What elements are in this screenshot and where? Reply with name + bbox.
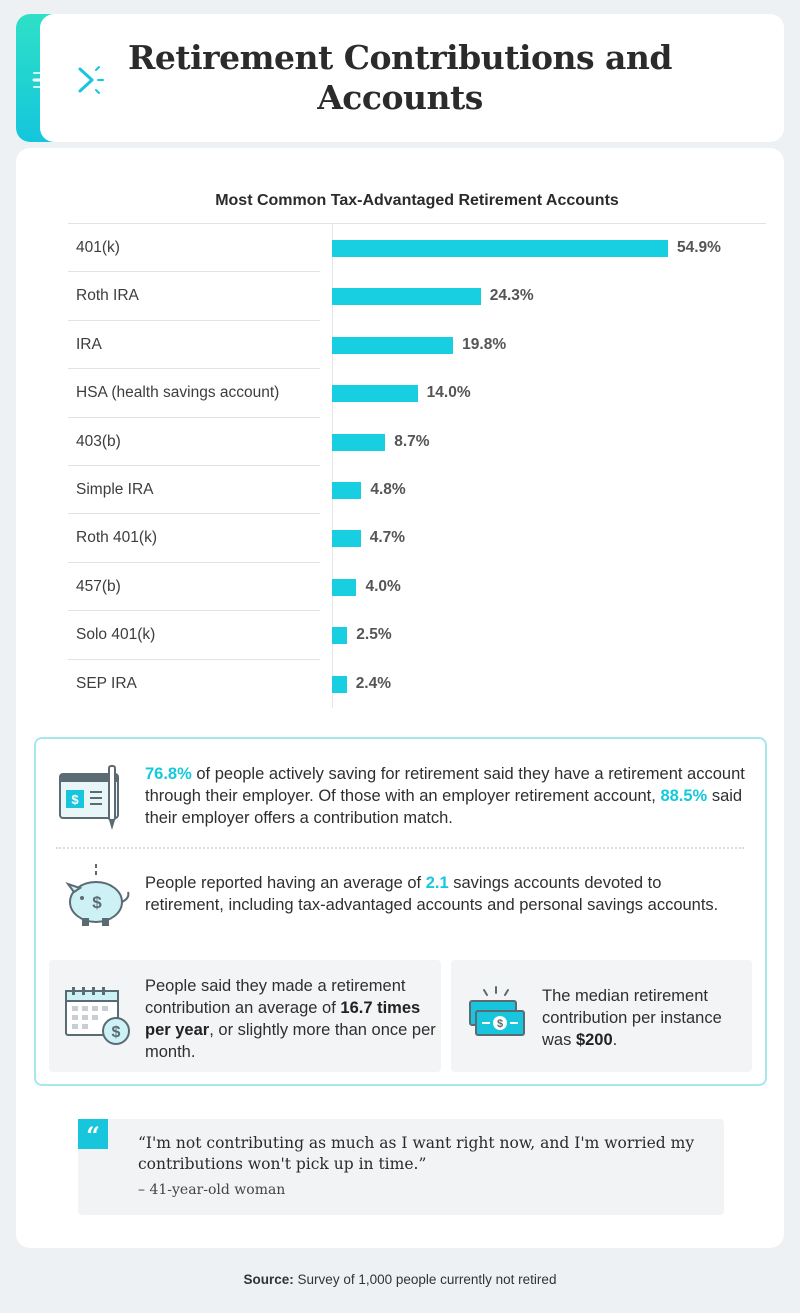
category-label: Roth IRA bbox=[76, 287, 139, 305]
fact-median-text2: . bbox=[612, 1031, 618, 1049]
fact-savings-text1: People reported having an average of bbox=[145, 874, 426, 892]
svg-text:$: $ bbox=[112, 1024, 121, 1041]
fact-median-value: $200 bbox=[575, 1031, 613, 1049]
row-divider bbox=[68, 464, 320, 466]
source-text: Survey of 1,000 people currently not ret… bbox=[293, 1272, 557, 1287]
quote-mark-icon: “ bbox=[78, 1119, 108, 1150]
row-divider bbox=[68, 271, 320, 273]
chart-row: Roth 401(k) 4.7% bbox=[68, 514, 766, 563]
chart-row: 457(b) 4.0% bbox=[68, 563, 766, 612]
row-divider bbox=[68, 319, 320, 321]
chart-row: 403(b) 8.7% bbox=[68, 418, 766, 466]
category-label: Simple IRA bbox=[76, 481, 154, 498]
category-label: Solo 401(k) bbox=[76, 626, 156, 644]
bar bbox=[332, 336, 454, 354]
page-title: Retirement Contributions and Accounts bbox=[127, 38, 673, 117]
quote-text: “I'm not contributing as much as I want … bbox=[138, 1134, 695, 1173]
row-divider bbox=[68, 610, 320, 612]
fact-frequency-text2: , or slightly more than once per month. bbox=[145, 1021, 436, 1061]
bar bbox=[332, 530, 361, 548]
fact-employer-text2: said their employer offers a contributio… bbox=[145, 787, 743, 827]
data-label: 8.7% bbox=[394, 432, 430, 450]
bar bbox=[332, 578, 357, 596]
calendar-dollar-icon: $ bbox=[65, 987, 130, 1045]
fact-employer-text1: of people actively saving for retirement… bbox=[145, 765, 745, 805]
fact-median: The median retirement contribution per i… bbox=[542, 985, 747, 1051]
arrow-icon bbox=[32, 66, 104, 94]
fact-frequency: People said they made a retirement contr… bbox=[145, 975, 437, 1063]
category-label: 401(k) bbox=[76, 239, 120, 256]
paycheck-icon: $ bbox=[59, 765, 119, 830]
chart-row: HSA (health savings account) 14.0% bbox=[68, 369, 766, 418]
category-label: SEP IRA bbox=[76, 674, 137, 692]
category-label: Roth 401(k) bbox=[76, 529, 157, 547]
row-divider bbox=[68, 658, 320, 660]
data-label: 4.8% bbox=[370, 481, 406, 498]
bar bbox=[332, 240, 668, 257]
data-label: 14.0% bbox=[426, 384, 471, 402]
row-divider bbox=[68, 513, 320, 515]
chart-row: Simple IRA 4.8% bbox=[68, 466, 766, 515]
fact-frequency-text1: People said they made a retirement contr… bbox=[145, 977, 406, 1017]
source-label: Source: bbox=[243, 1272, 294, 1287]
header-card bbox=[16, 14, 784, 142]
chart-row: Solo 401(k) 2.5% bbox=[68, 611, 766, 660]
svg-text:$: $ bbox=[71, 792, 79, 807]
quote-attribution: – 41-year-old woman bbox=[138, 1182, 286, 1198]
row-divider bbox=[68, 416, 320, 418]
header-tab bbox=[40, 14, 80, 142]
chart-axis-line bbox=[332, 224, 333, 708]
facts-divider bbox=[56, 847, 744, 849]
piggy-bank-icon: $ bbox=[65, 864, 130, 926]
chart-row: IRA 19.8% bbox=[68, 321, 766, 370]
data-label: 4.0% bbox=[365, 577, 401, 595]
chart-row: SEP IRA 2.4% bbox=[68, 660, 766, 708]
fact-savings: People reported having an average of 2.1… bbox=[145, 872, 725, 916]
chart-title: Most Common Tax-Advantaged Retirement Ac… bbox=[215, 192, 619, 209]
category-label: 457(b) bbox=[76, 577, 121, 595]
fact-employer: 76.8% of people actively saving for reti… bbox=[145, 763, 745, 829]
data-label: 4.7% bbox=[369, 529, 406, 547]
fact-savings-value: 2.1 bbox=[425, 874, 449, 892]
data-label: 19.8% bbox=[462, 335, 507, 353]
bar bbox=[332, 482, 362, 499]
bar bbox=[332, 288, 481, 306]
data-label: 24.3% bbox=[489, 287, 534, 305]
data-label: 2.4% bbox=[355, 674, 392, 692]
svg-text:$: $ bbox=[92, 893, 102, 912]
svg-text:$: $ bbox=[497, 1018, 503, 1030]
fact-employer-pct2: 88.5% bbox=[660, 787, 708, 805]
chart-row: Roth IRA 24.3% bbox=[68, 272, 766, 321]
bar bbox=[332, 385, 418, 403]
row-divider bbox=[68, 561, 320, 563]
cash-bills-icon: $ bbox=[469, 986, 525, 1036]
bar bbox=[332, 675, 347, 693]
category-label: 403(b) bbox=[76, 432, 121, 450]
chart-top-rule bbox=[68, 223, 766, 224]
category-label: IRA bbox=[76, 335, 102, 353]
bar bbox=[332, 627, 348, 645]
fact-savings-text2: savings accounts devoted to retirement, … bbox=[145, 874, 719, 914]
data-label: 54.9% bbox=[677, 239, 721, 256]
row-divider bbox=[68, 368, 320, 370]
chart-row: 401(k) 54.9% bbox=[68, 224, 766, 273]
fact-frequency-value: 16.7 times per year bbox=[145, 999, 421, 1039]
fact-median-text1: The median retirement contribution per i… bbox=[542, 987, 722, 1049]
fact-employer-pct1: 76.8% bbox=[145, 765, 192, 783]
source-note: Source: Survey of 1,000 people currently… bbox=[0, 1272, 800, 1287]
category-label: HSA (health savings account) bbox=[76, 384, 280, 402]
data-label: 2.5% bbox=[356, 626, 392, 644]
quote-card bbox=[78, 1119, 724, 1215]
bar bbox=[332, 433, 386, 451]
